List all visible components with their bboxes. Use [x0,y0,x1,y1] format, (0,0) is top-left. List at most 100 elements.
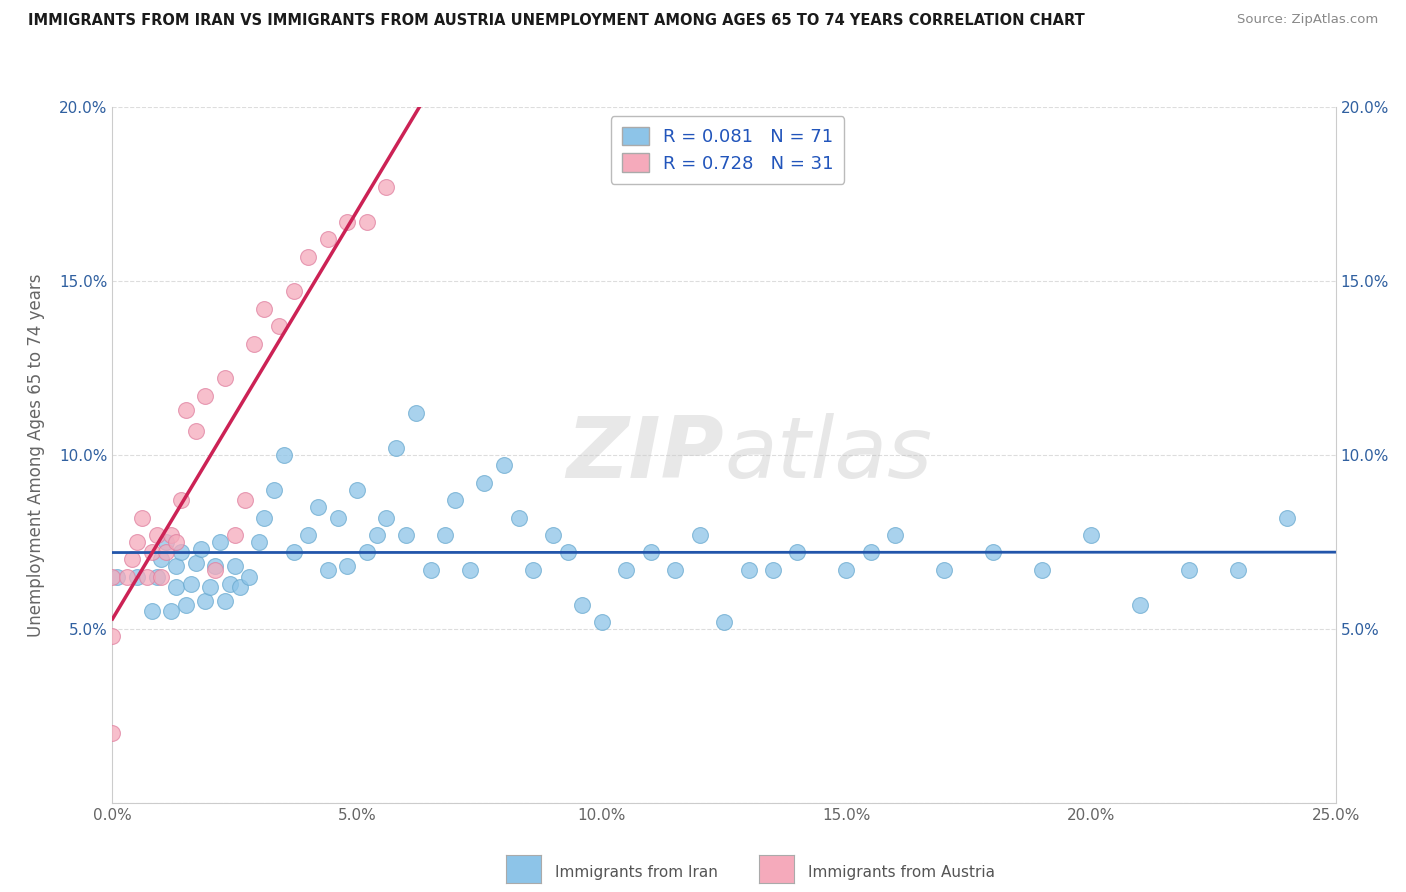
Point [541,528,564,542]
Point [121,552,143,566]
Point [141,545,163,559]
Point [1178,563,1201,577]
Point [557,545,579,559]
Point [664,563,686,577]
Point [204,559,226,574]
Point [190,541,212,556]
Point [981,545,1004,559]
Point [884,528,907,542]
Point [115,570,138,584]
Point [253,301,276,316]
Point [316,232,339,246]
Point [101,726,124,740]
Point [204,563,226,577]
Point [150,552,173,566]
Point [283,545,305,559]
Point [571,598,593,612]
Point [395,528,418,542]
Point [101,570,124,584]
Text: IMMIGRANTS FROM IRAN VS IMMIGRANTS FROM AUSTRIA UNEMPLOYMENT AMONG AGES 65 TO 74: IMMIGRANTS FROM IRAN VS IMMIGRANTS FROM … [28,13,1085,29]
Point [614,563,637,577]
Point [238,570,260,584]
Point [200,580,222,594]
Point [105,570,128,584]
Point [336,215,359,229]
Point [713,615,735,629]
Point [640,545,662,559]
Y-axis label: Unemployment Among Ages 65 to 74 years: Unemployment Among Ages 65 to 74 years [27,273,45,637]
Point [297,250,319,264]
Point [243,336,266,351]
Point [184,556,207,570]
Point [150,570,173,584]
Point [316,563,339,577]
Point [165,534,187,549]
Point [356,215,378,229]
Point [835,563,858,577]
Point [934,563,956,577]
Point [174,402,197,417]
Point [356,545,378,559]
Text: Source: ZipAtlas.com: Source: ZipAtlas.com [1237,13,1378,27]
Point [283,285,305,299]
Point [297,528,319,542]
Point [233,493,256,508]
Point [1129,598,1152,612]
Point [263,483,285,497]
Legend: R = 0.081   N = 71, R = 0.728   N = 31: R = 0.081 N = 71, R = 0.728 N = 31 [610,116,845,184]
Point [762,563,785,577]
Point [336,559,359,574]
Point [375,180,398,194]
Point [101,629,124,643]
Point [492,458,515,473]
Point [522,563,544,577]
Point [375,510,398,524]
Point [131,510,153,524]
Point [1275,510,1298,524]
Point [385,441,408,455]
Text: atlas: atlas [724,413,932,497]
Text: Immigrants from Iran: Immigrants from Iran [555,865,718,880]
Point [859,545,882,559]
Point [434,528,457,542]
Point [405,406,427,420]
Point [145,570,167,584]
Text: Immigrants from Austria: Immigrants from Austria [808,865,995,880]
Point [160,528,183,542]
Point [1226,563,1249,577]
Point [508,510,530,524]
Point [170,493,193,508]
Point [689,528,711,542]
Point [180,576,202,591]
Point [247,534,270,549]
Point [307,500,329,514]
Point [458,563,481,577]
Point [184,424,207,438]
Point [165,580,187,594]
Point [214,371,236,385]
Point [155,545,177,559]
Point [145,528,167,542]
Point [224,528,246,542]
Point [194,389,217,403]
Point [419,563,441,577]
Point [194,594,217,608]
Point [224,559,246,574]
Point [125,570,148,584]
Point [141,605,163,619]
Point [444,493,467,508]
Point [160,605,183,619]
Point [155,534,177,549]
Point [472,475,495,490]
Point [253,510,276,524]
Point [135,570,157,584]
Point [346,483,368,497]
Point [273,448,295,462]
Point [737,563,759,577]
Point [174,598,197,612]
Point [228,580,250,594]
Point [591,615,613,629]
Point [1031,563,1053,577]
Point [786,545,808,559]
Point [170,545,193,559]
